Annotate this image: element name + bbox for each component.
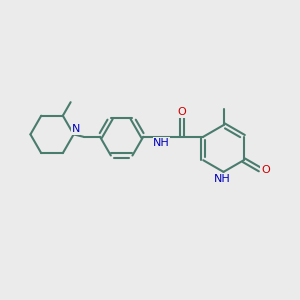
Text: O: O [177, 107, 186, 117]
Text: NH: NH [214, 173, 230, 184]
Text: O: O [261, 164, 270, 175]
Text: NH: NH [153, 138, 170, 148]
Text: N: N [71, 124, 80, 134]
